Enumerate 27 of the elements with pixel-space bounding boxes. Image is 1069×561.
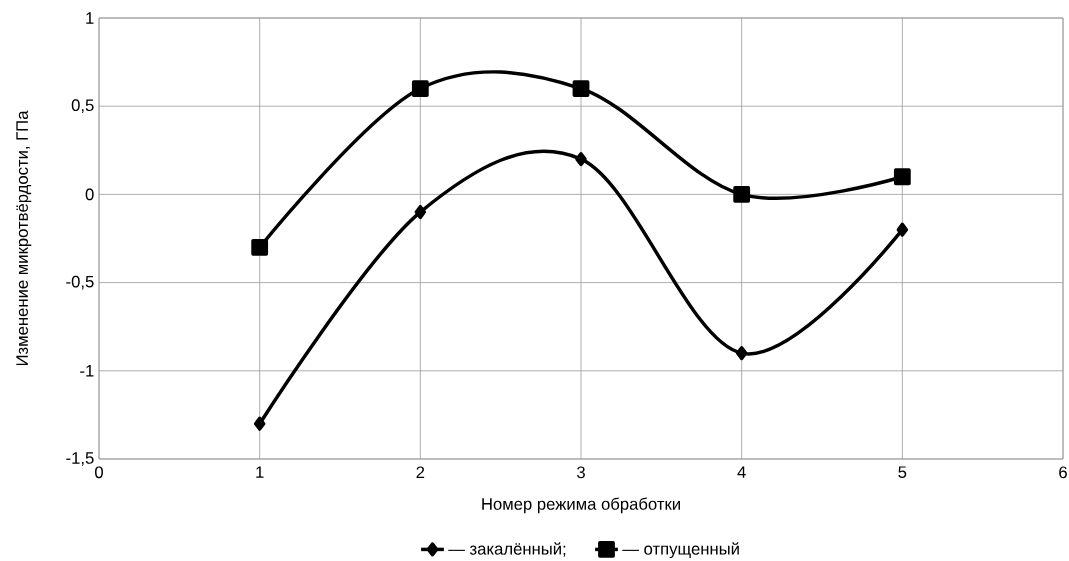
point <box>735 346 748 361</box>
x-tick-label: 4 <box>737 466 746 478</box>
x-axis-title: Номер режима обработки <box>482 497 680 514</box>
y-tick-label: -0,5 <box>66 275 94 290</box>
y-tick-label: 0,5 <box>71 99 94 114</box>
x-tick-label: 3 <box>577 466 585 479</box>
y-tick-label: 0 <box>85 188 94 201</box>
point <box>893 168 911 186</box>
point <box>411 80 429 97</box>
x-tick-label: 5 <box>898 466 907 479</box>
x-tick-label: 0 <box>95 466 103 479</box>
legend-label: — закалённый; <box>448 542 566 557</box>
y-tick-label: -1,5 <box>66 452 94 466</box>
point <box>733 185 751 203</box>
point <box>253 416 266 431</box>
x-tick-label: 6 <box>1059 466 1067 479</box>
point <box>251 238 269 256</box>
point <box>896 222 909 237</box>
x-tick-label: 2 <box>416 466 425 479</box>
point <box>572 80 590 97</box>
y-axis-title: Изменение микротвёрдости, ГПа <box>16 110 32 366</box>
point <box>575 152 587 167</box>
y-tick-label: -1 <box>80 365 94 377</box>
point <box>414 204 427 220</box>
y-tick-label: 1 <box>86 12 94 24</box>
legend-label: — отпущенный <box>622 542 739 559</box>
x-tick-label: 1 <box>256 466 264 478</box>
